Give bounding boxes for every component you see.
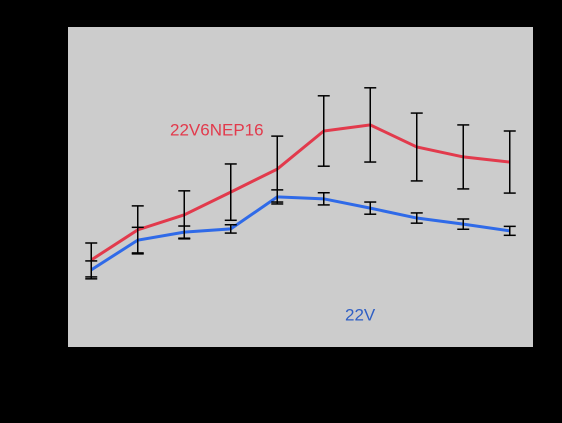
error-bar bbox=[317, 95, 330, 167]
error-bar bbox=[457, 124, 470, 190]
error-bar bbox=[178, 225, 191, 239]
error-bar bbox=[503, 130, 516, 194]
error-bar bbox=[271, 189, 284, 205]
error-bar bbox=[410, 212, 423, 224]
error-bar bbox=[85, 260, 98, 280]
error-bar bbox=[410, 112, 423, 182]
error-bar bbox=[503, 225, 516, 237]
error-bar bbox=[224, 224, 237, 234]
error-bar bbox=[224, 163, 237, 222]
error-bar bbox=[364, 87, 377, 163]
plot-area bbox=[68, 27, 533, 347]
series-label: 22V bbox=[345, 305, 376, 324]
error-bar bbox=[457, 218, 470, 230]
series-line bbox=[90, 123, 510, 262]
series-label: 22V6NEP16 bbox=[170, 120, 264, 139]
error-bar bbox=[317, 192, 330, 206]
error-bar bbox=[131, 226, 144, 254]
series-line bbox=[90, 195, 510, 272]
error-bar bbox=[364, 201, 377, 215]
